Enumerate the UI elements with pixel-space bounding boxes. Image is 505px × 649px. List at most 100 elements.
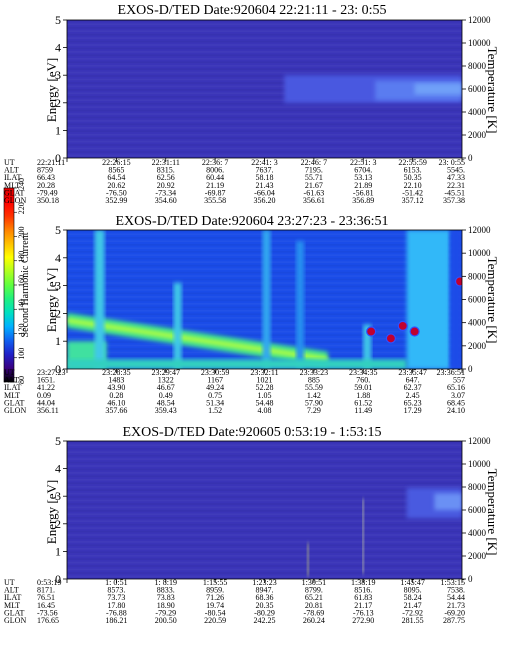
row-value: 6153. <box>404 166 422 175</box>
panel-3-heatmap <box>67 441 462 579</box>
row-value: 54.48 <box>256 398 274 407</box>
row-value: 20.35 <box>256 601 274 610</box>
row-value: 21.47 <box>404 601 422 610</box>
row-value: 23:30:59 <box>201 368 229 377</box>
row-value: 21.19 <box>206 181 224 190</box>
row-value: 22:31:11 <box>152 158 180 167</box>
row-label: GLAT <box>4 398 25 407</box>
colorbar-tick-label: 180 <box>17 251 26 263</box>
y-right-tick-label: 10000 <box>468 38 491 48</box>
heatmap-band <box>307 543 309 577</box>
row-value: 68.36 <box>256 593 274 602</box>
panel-3-title: EXOS-D/TED Date:920605 0:53:19 - 1:53:15 <box>123 425 382 440</box>
row-value: 7637. <box>256 166 274 175</box>
y-tick-label: 4 <box>55 462 61 476</box>
panel-3-ylabel-right: Temperature [K] <box>485 469 500 556</box>
row-value: 1.42 <box>307 391 321 400</box>
row-label: ALT <box>4 166 19 175</box>
row-value: 1:15:55 <box>203 578 227 587</box>
heatmap-band <box>362 498 365 574</box>
row-value: 19.74 <box>206 601 224 610</box>
row-value: 0.49 <box>159 391 173 400</box>
y-tick-label: 3 <box>55 68 61 82</box>
row-value: 51.34 <box>206 398 224 407</box>
row-value: 4.08 <box>258 406 272 415</box>
row-value: 1.52 <box>208 406 222 415</box>
y-tick-label: 0 <box>55 572 61 586</box>
row-value: 0.09 <box>37 391 51 400</box>
colorbar-tick-label: 100 <box>17 348 26 360</box>
colorbar: 80 100 120 140 160 180 200 220 240 Second Harmon… <box>3 178 31 384</box>
row-value: 8573. <box>107 586 125 595</box>
panel-2-heatmap <box>67 230 462 369</box>
row-value: 1.05 <box>258 391 272 400</box>
y-tick-label: 1 <box>55 544 61 558</box>
row-value: 1322 <box>158 376 174 385</box>
row-value: 61.83 <box>354 593 372 602</box>
row-value: -80.54 <box>205 608 226 617</box>
row-value: 176.65 <box>37 616 59 625</box>
row-label: GLAT <box>4 608 25 617</box>
row-value: 1483 <box>108 376 124 385</box>
row-value: 22:46: 7 <box>301 158 327 167</box>
row-value: 0.75 <box>208 391 222 400</box>
y-tick-label: 4 <box>55 251 61 265</box>
panel-3: EXOS-D/TED Date:920605 0:53:19 - 1:53:15… <box>4 425 500 625</box>
y-tick-label: 3 <box>55 279 61 293</box>
row-value: 1:30:51 <box>302 578 326 587</box>
heatmap-background <box>67 441 462 579</box>
colorbar-tick-label: 140 <box>17 299 26 311</box>
row-value: 22:36: 7 <box>202 158 228 167</box>
row-value: 65.23 <box>404 398 422 407</box>
row-value: 22:21:11 <box>37 158 65 167</box>
row-value: 21.73 <box>447 601 465 610</box>
y-right-tick-label: 4000 <box>468 528 487 538</box>
row-value: 65.21 <box>305 593 323 602</box>
y-tick-label: 1 <box>55 334 61 348</box>
row-value: 287.75 <box>443 616 465 625</box>
row-value: 55.59 <box>305 383 323 392</box>
y-tick-label: 0 <box>55 362 61 376</box>
colorbar-tick-label: 120 <box>17 324 26 336</box>
row-value: 71.26 <box>206 593 224 602</box>
row-value: 220.59 <box>204 616 226 625</box>
row-value: 54.44 <box>447 593 465 602</box>
colorbar-tick-label: 200 <box>17 227 26 239</box>
row-value: 7538. <box>447 586 465 595</box>
row-value: 186.21 <box>105 616 127 625</box>
row-value: 20.62 <box>107 181 125 190</box>
y-right-tick-label: 6000 <box>468 295 487 305</box>
row-label: UT <box>4 368 15 377</box>
row-label: GLAT <box>4 188 25 197</box>
row-value: -76.50 <box>106 188 127 197</box>
y-tick-label: 5 <box>55 223 61 237</box>
row-label: MLT <box>4 391 20 400</box>
row-value: 260.24 <box>303 616 325 625</box>
y-tick-label: 4 <box>55 41 61 55</box>
row-value: 23:28:35 <box>102 368 130 377</box>
row-value: 8006. <box>206 166 224 175</box>
row-value: -80.29 <box>254 608 275 617</box>
heatmap-band <box>363 324 372 369</box>
row-value: 22:55:59 <box>398 158 426 167</box>
row-value: -73.56 <box>37 608 58 617</box>
row-value: 352.99 <box>105 196 127 205</box>
row-value: -56.81 <box>353 188 374 197</box>
heatmap-band <box>296 241 304 369</box>
row-value: 21.17 <box>354 601 372 610</box>
colorbar-tick-label: 80 <box>17 376 26 384</box>
colorbar-tick-label: 220 <box>17 202 26 214</box>
panel-2: EXOS-D/TED Date:920604 23:27:23 - 23:36:… <box>4 214 500 415</box>
y-right-tick-label: 6000 <box>468 84 487 94</box>
row-value: 65.16 <box>447 383 465 392</box>
row-value: 73.73 <box>107 593 125 602</box>
row-value: 557 <box>453 376 465 385</box>
row-value: 22:41: 3 <box>251 158 277 167</box>
row-value: 0:53:19 <box>37 578 61 587</box>
row-value: 62.37 <box>404 383 422 392</box>
row-value: 46.67 <box>157 383 175 392</box>
row-value: 760. <box>356 376 370 385</box>
row-value: 1:45:47 <box>400 578 424 587</box>
row-value: 64.54 <box>107 173 125 182</box>
y-tick-label: 3 <box>55 489 61 503</box>
